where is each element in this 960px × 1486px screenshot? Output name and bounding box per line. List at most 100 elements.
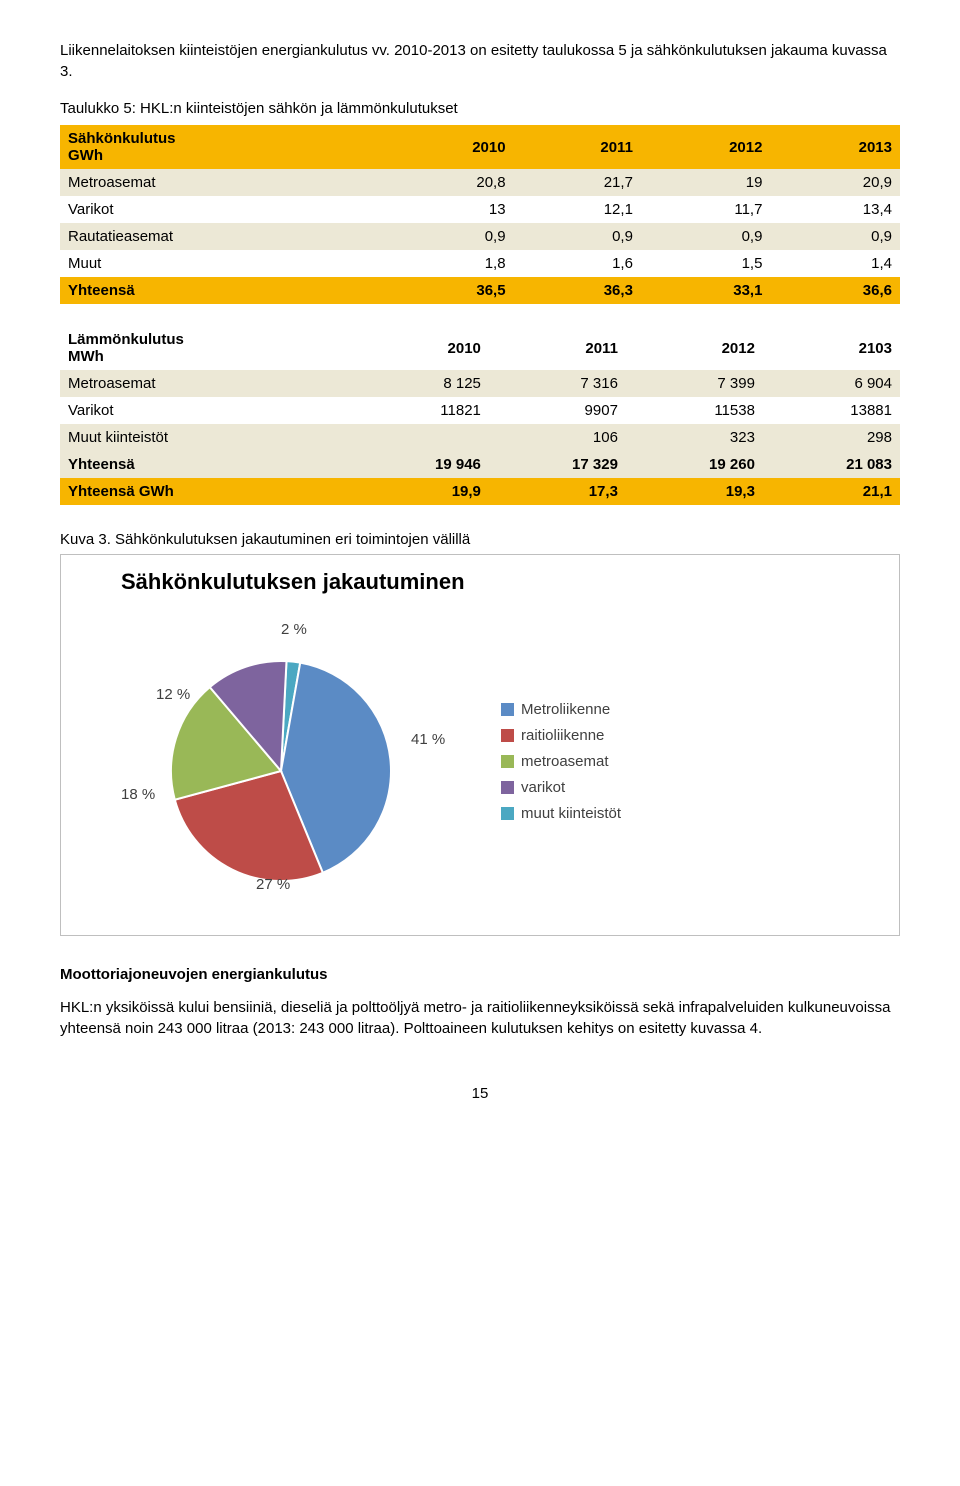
cell: 0,9 <box>770 223 900 250</box>
th: 2012 <box>641 125 771 169</box>
cell: 11821 <box>352 397 489 424</box>
cell: 19,3 <box>626 478 763 505</box>
cell: 36,5 <box>384 277 514 304</box>
table-row: Rautatieasemat0,90,90,90,9 <box>60 223 900 250</box>
pct-label: 18 % <box>121 786 155 803</box>
cell: 0,9 <box>514 223 641 250</box>
cell: 19 260 <box>626 451 763 478</box>
cell: 20,8 <box>384 169 514 196</box>
legend-label: varikot <box>521 779 565 796</box>
table-row: Varikot1182199071153813881 <box>60 397 900 424</box>
cell: 323 <box>626 424 763 451</box>
cell: 17 329 <box>489 451 626 478</box>
table-row: Muut1,81,61,51,4 <box>60 250 900 277</box>
th: 2011 <box>489 326 626 370</box>
th: 2010 <box>384 125 514 169</box>
table1-header: Sähkönkulutus GWh 2010 2011 2012 2013 <box>60 125 900 169</box>
cell: 106 <box>489 424 626 451</box>
cell: 21 083 <box>763 451 900 478</box>
chart-legend: Metroliikenne raitioliikenne metroasemat va… <box>501 692 621 831</box>
legend-item: varikot <box>501 779 621 796</box>
table-row: Muut kiinteistöt 106323298 <box>60 424 900 451</box>
legend-label: Metroliikenne <box>521 701 610 718</box>
cell: 11,7 <box>641 196 771 223</box>
cell: 13,4 <box>770 196 900 223</box>
legend-item: metroasemat <box>501 753 621 770</box>
pct-label: 2 % <box>281 621 307 638</box>
cell <box>352 424 489 451</box>
cell: 19 946 <box>352 451 489 478</box>
table-row: Varikot1312,111,713,4 <box>60 196 900 223</box>
cell: 1,8 <box>384 250 514 277</box>
pct-label: 12 % <box>156 686 190 703</box>
cell: 0,9 <box>641 223 771 250</box>
cell: 6 904 <box>763 370 900 397</box>
cell: Varikot <box>60 397 352 424</box>
cell: 19,9 <box>352 478 489 505</box>
cell: 7 399 <box>626 370 763 397</box>
page-number: 15 <box>60 1085 900 1102</box>
cell: Muut kiinteistöt <box>60 424 352 451</box>
cell: 7 316 <box>489 370 626 397</box>
body-paragraph: HKL:n yksiköissä kului bensiiniä, diesel… <box>60 997 900 1039</box>
legend-swatch <box>501 807 514 820</box>
cell: Yhteensä <box>60 277 384 304</box>
legend-item: muut kiinteistöt <box>501 805 621 822</box>
table-sahkonkulutus: Sähkönkulutus GWh 2010 2011 2012 2013 Me… <box>60 125 900 304</box>
legend-swatch <box>501 781 514 794</box>
legend-label: metroasemat <box>521 753 609 770</box>
legend-label: muut kiinteistöt <box>521 805 621 822</box>
cell: 21,1 <box>763 478 900 505</box>
legend-item: Metroliikenne <box>501 701 621 718</box>
legend-swatch <box>501 729 514 742</box>
table2-header: Lämmönkulutus MWh 2010 2011 2012 2103 <box>60 326 900 370</box>
cell: 298 <box>763 424 900 451</box>
th: 2103 <box>763 326 900 370</box>
table-row: Metroasemat8 1257 3167 3996 904 <box>60 370 900 397</box>
cell: 33,1 <box>641 277 771 304</box>
cell: Metroasemat <box>60 169 384 196</box>
table2-subtotal: Yhteensä19 94617 32919 26021 083 <box>60 451 900 478</box>
legend-swatch <box>501 755 514 768</box>
cell: 20,9 <box>770 169 900 196</box>
cell: 0,9 <box>384 223 514 250</box>
cell: 9907 <box>489 397 626 424</box>
legend-swatch <box>501 703 514 716</box>
cell: 1,4 <box>770 250 900 277</box>
table-row: Metroasemat20,821,71920,9 <box>60 169 900 196</box>
pct-label: 27 % <box>256 876 290 893</box>
pct-label: 41 % <box>411 731 445 748</box>
chart-caption: Kuva 3. Sähkönkulutuksen jakautuminen er… <box>60 531 900 548</box>
cell: Yhteensä GWh <box>60 478 352 505</box>
legend-label: raitioliikenne <box>521 727 604 744</box>
cell: 13881 <box>763 397 900 424</box>
cell: 11538 <box>626 397 763 424</box>
cell: Varikot <box>60 196 384 223</box>
pie-chart: 2 % 41 % 27 % 18 % 12 % <box>81 601 501 921</box>
table1-caption: Taulukko 5: HKL:n kiinteistöjen sähkön j… <box>60 100 900 117</box>
cell: Yhteensä <box>60 451 352 478</box>
th: Lämmönkulutus MWh <box>60 326 352 370</box>
cell: 12,1 <box>514 196 641 223</box>
pie-chart-box: Sähkönkulutuksen jakautuminen 2 % 41 % 2… <box>60 554 900 936</box>
section-heading: Moottoriajoneuvojen energiankulutus <box>60 966 900 983</box>
th: 2013 <box>770 125 900 169</box>
cell: 8 125 <box>352 370 489 397</box>
th: 2012 <box>626 326 763 370</box>
cell: Rautatieasemat <box>60 223 384 250</box>
intro-paragraph: Liikennelaitoksen kiinteistöjen energian… <box>60 40 900 82</box>
cell: Metroasemat <box>60 370 352 397</box>
cell: 13 <box>384 196 514 223</box>
th: 2011 <box>514 125 641 169</box>
table2-total: Yhteensä GWh19,917,319,321,1 <box>60 478 900 505</box>
legend-item: raitioliikenne <box>501 727 621 744</box>
cell: 1,5 <box>641 250 771 277</box>
cell: 1,6 <box>514 250 641 277</box>
th: Sähkönkulutus GWh <box>60 125 384 169</box>
cell: Muut <box>60 250 384 277</box>
cell: 19 <box>641 169 771 196</box>
cell: 36,6 <box>770 277 900 304</box>
th: 2010 <box>352 326 489 370</box>
table1-total: Yhteensä36,536,333,136,6 <box>60 277 900 304</box>
cell: 21,7 <box>514 169 641 196</box>
